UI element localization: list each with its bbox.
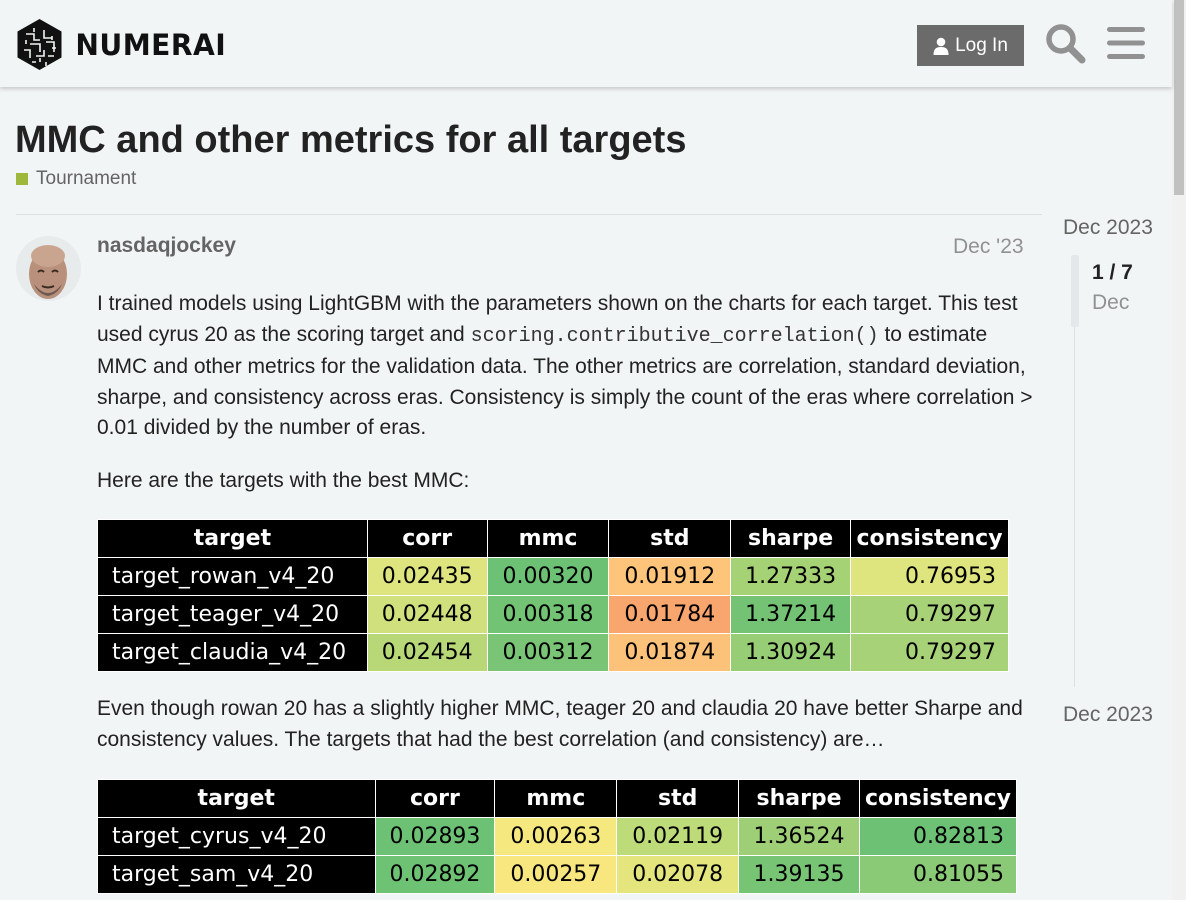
column-header-mmc: mmc (486, 519, 610, 558)
column-header-corr: corr (366, 519, 488, 558)
cell-consistency: 0.82813 (858, 817, 1018, 856)
paragraph-text: I trained models using LightGBM with the… (97, 292, 1018, 346)
best-mmc-table: target corr mmc std sharpe consistency target… (97, 519, 1009, 672)
brand-name: NUMERAI (75, 27, 227, 62)
best-correlation-table: target corr mmc std sharpe consistency target… (97, 779, 1018, 894)
cell-target: target_teager_v4_20 (97, 595, 368, 634)
cell-std: 0.01874 (608, 633, 732, 672)
post-body: I trained models using LightGBM with the… (97, 289, 1037, 518)
paragraph-text: to estimate MMC and other metrics for th… (97, 322, 1033, 440)
cell-consistency: 0.79297 (850, 633, 1009, 672)
category-label: Tournament (36, 168, 137, 189)
cell-corr: 0.02435 (366, 557, 488, 596)
post-paragraph-1: I trained models using LightGBM with the… (97, 289, 1037, 444)
cell-mmc: 0.00263 (494, 817, 618, 856)
cell-std: 0.01912 (608, 557, 732, 596)
cell-consistency: 0.76953 (850, 557, 1009, 596)
timeline-post-count: 1 / 7 (1092, 261, 1133, 284)
timeline-end-date[interactable]: Dec 2023 (1063, 703, 1153, 726)
cell-sharpe: 1.37214 (730, 595, 852, 634)
table-row: target_claudia_v4_20 0.02454 0.00312 0.0187… (97, 633, 1009, 672)
page-scrollbar[interactable] (1172, 0, 1186, 900)
timeline-start-date[interactable]: Dec 2023 (1063, 216, 1153, 239)
cell-consistency: 0.81055 (858, 855, 1018, 894)
column-header-consistency: consistency (850, 519, 1009, 558)
cell-mmc: 0.00312 (486, 633, 610, 672)
cell-sharpe: 1.36524 (738, 817, 860, 856)
column-header-sharpe: sharpe (738, 779, 860, 818)
post-paragraph-2: Here are the targets with the best MMC: (97, 468, 470, 492)
cell-target: target_cyrus_v4_20 (97, 817, 376, 856)
cell-sharpe: 1.30924 (730, 633, 852, 672)
inline-code: scoring.contributive_correlation() (470, 324, 879, 348)
cell-sharpe: 1.39135 (738, 855, 860, 894)
table-header-row: target corr mmc std sharpe consistency (97, 519, 1009, 558)
timeline-handle[interactable] (1071, 255, 1079, 327)
numerai-logo-icon (17, 19, 62, 70)
column-header-mmc: mmc (494, 779, 618, 818)
cell-mmc: 0.00320 (486, 557, 610, 596)
column-header-target: target (97, 519, 368, 558)
login-label: Log In (955, 34, 1008, 56)
user-icon (933, 37, 949, 55)
topic-title[interactable]: MMC and other metrics for all targets (15, 119, 687, 161)
cell-consistency: 0.79297 (850, 595, 1009, 634)
cell-target: target_sam_v4_20 (97, 855, 376, 894)
timeline-current-date: Dec (1092, 291, 1130, 314)
post-paragraph-3: Even though rowan 20 has a slightly high… (97, 697, 1023, 751)
column-header-corr: corr (374, 779, 496, 818)
cell-std: 0.02119 (616, 817, 740, 856)
table-row: target_cyrus_v4_20 0.02893 0.00263 0.02119 1… (97, 817, 1018, 856)
hamburger-menu-icon[interactable] (1107, 26, 1145, 60)
table-header-row: target corr mmc std sharpe consistency (97, 779, 1018, 818)
cell-corr: 0.02448 (366, 595, 488, 634)
table-row: target_teager_v4_20 0.02448 0.00318 0.01784… (97, 595, 1009, 634)
post-date[interactable]: Dec '23 (953, 235, 1024, 258)
post-username[interactable]: nasdaqjockey (97, 234, 236, 257)
column-header-std: std (616, 779, 740, 818)
column-header-sharpe: sharpe (730, 519, 852, 558)
timeline-track[interactable] (1074, 255, 1075, 687)
avatar[interactable] (16, 236, 81, 301)
cell-target: target_rowan_v4_20 (97, 557, 368, 596)
scrollbar-thumb[interactable] (1174, 0, 1184, 195)
cell-mmc: 0.00318 (486, 595, 610, 634)
site-logo[interactable]: NUMERAI (16, 18, 229, 71)
user-avatar-icon (16, 236, 81, 301)
site-header: NUMERAI Log In (0, 0, 1172, 87)
column-header-target: target (97, 779, 376, 818)
column-header-std: std (608, 519, 732, 558)
login-button[interactable]: Log In (917, 25, 1024, 66)
cell-std: 0.01784 (608, 595, 732, 634)
cell-sharpe: 1.27333 (730, 557, 852, 596)
topic-divider (16, 214, 1042, 215)
cell-std: 0.02078 (616, 855, 740, 894)
cell-target: target_claudia_v4_20 (97, 633, 368, 672)
table-row: target_rowan_v4_20 0.02435 0.00320 0.01912 1… (97, 557, 1009, 596)
category-color-icon (16, 173, 28, 185)
cell-corr: 0.02454 (366, 633, 488, 672)
table-row: target_sam_v4_20 0.02892 0.00257 0.02078 1.3… (97, 855, 1018, 894)
category-badge[interactable]: Tournament (16, 168, 136, 190)
cell-corr: 0.02893 (374, 817, 496, 856)
cell-corr: 0.02892 (374, 855, 496, 894)
column-header-consistency: consistency (858, 779, 1018, 818)
search-icon[interactable] (1044, 22, 1086, 64)
cell-mmc: 0.00257 (494, 855, 618, 894)
